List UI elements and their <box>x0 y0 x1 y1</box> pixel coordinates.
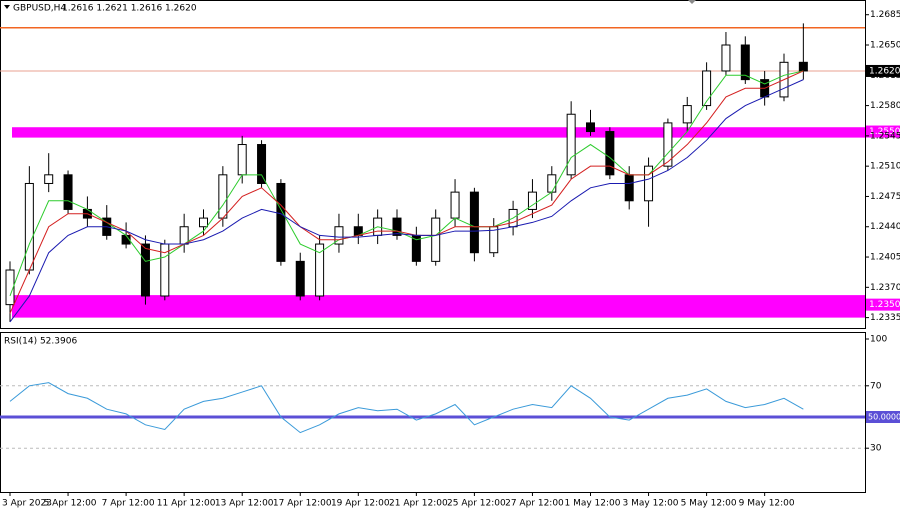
candle-body <box>547 174 557 193</box>
rsi-title: RSI(14) 52.3906 <box>4 337 77 347</box>
candle-body <box>218 174 228 219</box>
x-tick-label: 9 May 12:00 <box>739 499 795 509</box>
menu-icon <box>4 5 10 9</box>
candle-body <box>469 191 479 254</box>
price-box <box>866 64 900 77</box>
candle-body <box>237 144 247 176</box>
y-tick-label: 1.2685 <box>870 10 900 20</box>
x-tick-label: 19 Apr 12:00 <box>331 499 390 509</box>
candle-body <box>644 165 654 202</box>
candle-body <box>5 269 15 306</box>
candle-body <box>431 217 441 262</box>
candle-body <box>179 226 189 245</box>
zone-label: 1.2350 <box>869 300 900 310</box>
candle-body <box>798 61 808 72</box>
shift-marker <box>688 0 696 4</box>
price-label: 1.2620 <box>869 66 900 76</box>
candle-body <box>199 217 208 228</box>
candle-body <box>586 122 595 133</box>
candle-body <box>276 182 286 262</box>
rsi-line <box>9 382 804 434</box>
x-tick-label: 25 Apr 12:00 <box>447 499 506 509</box>
x-tick-label: 7 Apr 12:00 <box>102 499 155 509</box>
rsi-frame <box>0 332 866 493</box>
zone <box>12 295 865 318</box>
x-tick-label: 27 Apr 12:00 <box>505 499 564 509</box>
x-tick-label: 17 Apr 12:00 <box>273 499 332 509</box>
x-tick-label: 11 Apr 12:00 <box>157 499 216 509</box>
zone-label: 1.2550 <box>869 127 900 137</box>
y-tick-label: 1.2475 <box>870 192 900 202</box>
y-tick-label: 1.2580 <box>870 101 900 111</box>
y-tick-label: 1.2405 <box>870 253 900 263</box>
rsi-tick-label: 100 <box>870 335 887 345</box>
candle-body <box>24 182 34 271</box>
candle-body <box>257 144 267 184</box>
moving-average <box>9 79 804 323</box>
x-tick-label: 3 Apr 2023 <box>2 499 52 509</box>
moving-average <box>9 70 804 314</box>
moving-average <box>9 70 804 297</box>
candle-body <box>450 191 460 219</box>
candle-body <box>44 174 54 184</box>
candle-body <box>740 44 750 81</box>
candle-body <box>566 113 576 176</box>
candle-body <box>392 217 402 236</box>
x-tick-label: 13 Apr 12:00 <box>215 499 274 509</box>
candle-body <box>721 44 731 72</box>
zone-label-box <box>866 298 900 311</box>
x-tick-label: 21 Apr 12:00 <box>389 499 448 509</box>
x-tick-label: 5 Apr 12:00 <box>44 499 97 509</box>
y-tick-label: 1.2650 <box>870 41 900 51</box>
candle-body <box>682 105 692 124</box>
symbol: GBPUSD,H4 <box>13 4 66 14</box>
candle-body <box>315 243 325 297</box>
y-tick-label: 1.2335 <box>870 313 900 323</box>
candle-body <box>527 191 537 210</box>
rsi-level-box <box>866 411 900 423</box>
y-tick-label: 1.2510 <box>870 162 900 172</box>
rsi-level-label: 50.0000 <box>868 413 900 422</box>
rsi-tick-label: 70 <box>870 381 882 391</box>
candle-body <box>63 174 73 210</box>
candle-body <box>624 174 634 202</box>
zone-label-box <box>866 125 900 138</box>
candle-body <box>663 122 673 167</box>
rsi-tick-label: 30 <box>870 444 882 454</box>
x-tick-label: 5 May 12:00 <box>681 499 737 509</box>
y-tick-label: 1.2440 <box>870 222 900 232</box>
x-tick-label: 3 May 12:00 <box>623 499 679 509</box>
quote: 1.2616 1.2621 1.2616 1.2620 <box>62 4 197 14</box>
candle-body <box>140 243 150 297</box>
candle-body <box>605 131 615 176</box>
candle-body <box>334 226 344 245</box>
y-tick-label: 1.2545 <box>870 131 900 141</box>
candle-body <box>702 70 712 107</box>
main-frame <box>0 0 866 329</box>
x-tick-label: 1 May 12:00 <box>565 499 621 509</box>
zone <box>12 127 865 138</box>
y-tick-label: 1.2370 <box>870 283 900 293</box>
candle-body <box>295 260 305 297</box>
